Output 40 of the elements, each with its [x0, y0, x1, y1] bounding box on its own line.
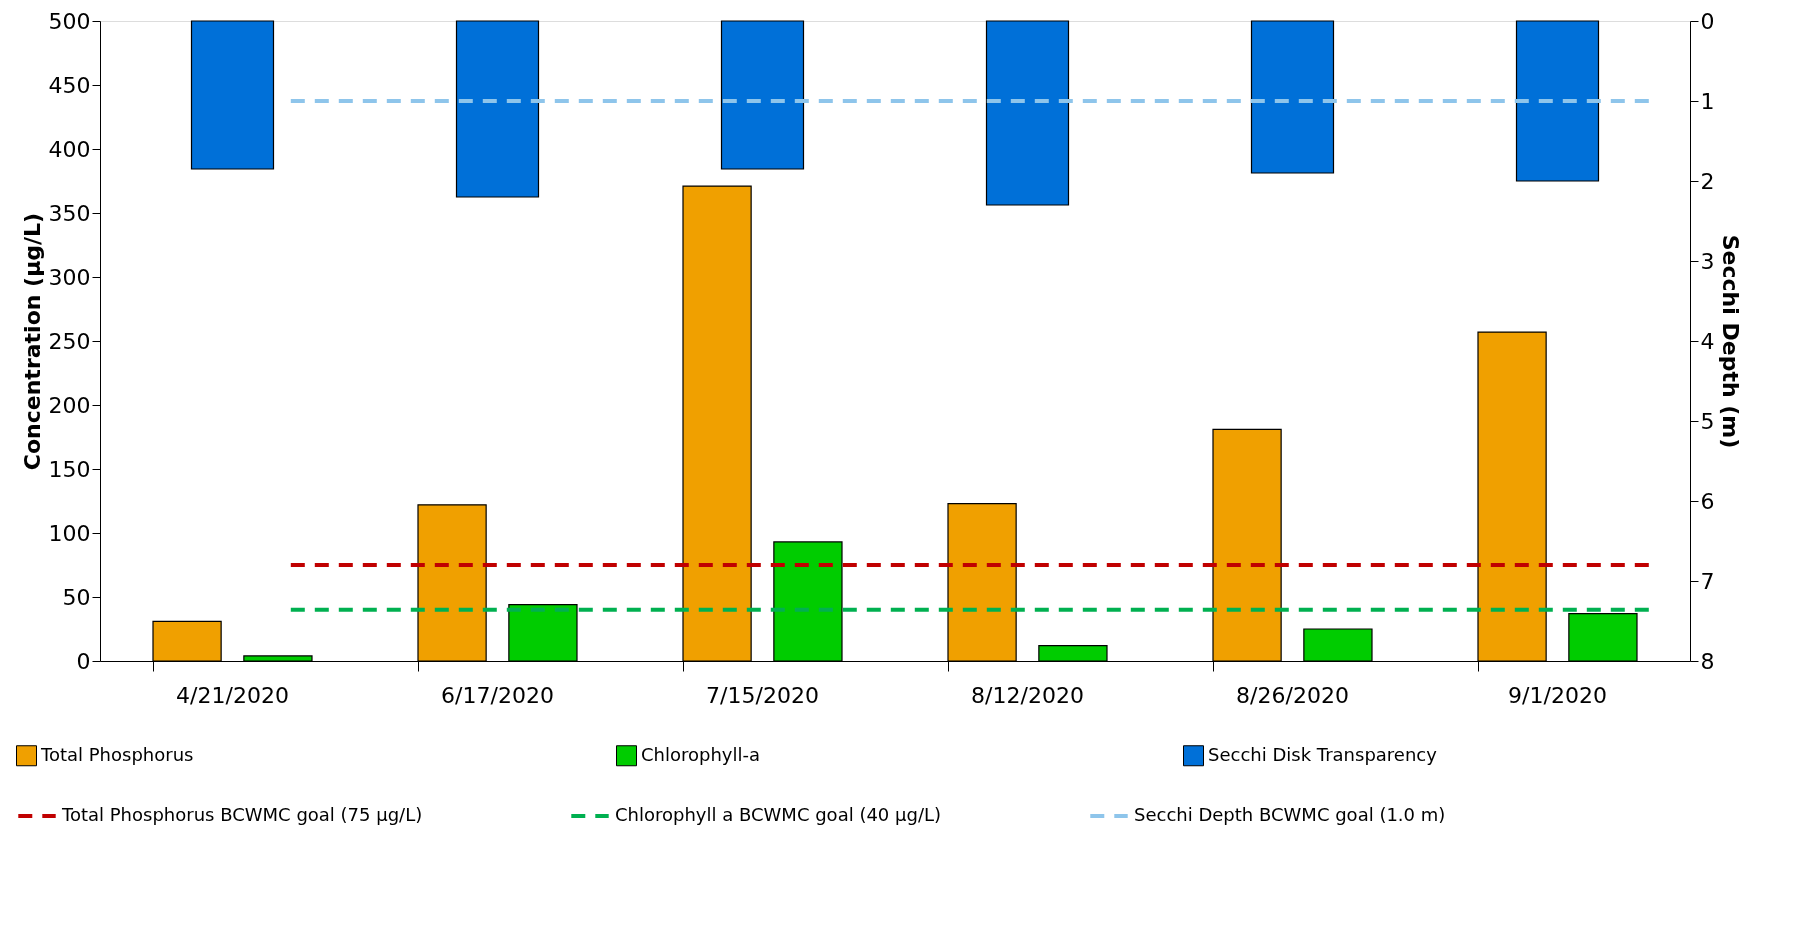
- bar: [1250, 20, 1335, 174]
- y-axis-title: Concentration (µg/L): [19, 212, 45, 471]
- bar: [1515, 20, 1600, 182]
- y-tick-label: 300: [48, 264, 91, 290]
- x-tick-label: 4/21/2020: [176, 682, 289, 708]
- y2-axis-title: Secchi Depth (m): [1718, 234, 1744, 449]
- y-tick-label: 400: [48, 136, 91, 162]
- y2-tick-label: 0: [1700, 8, 1715, 34]
- x-tick-label: 8/12/2020: [971, 682, 1084, 708]
- y2-tick-label: 7: [1700, 568, 1715, 594]
- bar: [720, 20, 805, 170]
- y-tick-label: 150: [48, 456, 91, 482]
- x-tick-label: 6/17/2020: [441, 682, 554, 708]
- y2-tick-label: 1: [1700, 88, 1715, 114]
- bar: [985, 20, 1070, 206]
- x-tick-label: 9/1/2020: [1508, 682, 1607, 708]
- bar: [190, 20, 275, 170]
- legend-label: Total Phosphorus: [40, 743, 194, 765]
- y-tick-label: 500: [48, 8, 91, 34]
- y-tick-label: 50: [62, 584, 91, 610]
- y-tick-label: 200: [48, 392, 91, 418]
- y-tick-label: 0: [76, 648, 91, 674]
- y-tick-label: 350: [48, 200, 91, 226]
- bar: [455, 20, 540, 198]
- legend-label: Secchi Depth BCWMC goal (1.0 m): [1134, 804, 1446, 825]
- y-tick-label: 100: [48, 520, 91, 546]
- legend-label: Total Phosphorus BCWMC goal (75 µg/L): [61, 804, 423, 825]
- y-tick-label: 450: [48, 72, 91, 98]
- legend-label: Secchi Disk Transparency: [1208, 743, 1438, 765]
- y2-tick-label: 5: [1700, 408, 1715, 434]
- x-tick-label: 8/26/2020: [1236, 682, 1349, 708]
- y2-tick-label: 2: [1700, 168, 1715, 194]
- y2-tick-label: 3: [1700, 248, 1715, 274]
- y-tick-label: 250: [48, 328, 91, 354]
- x-tick-label: 7/15/2020: [706, 682, 819, 708]
- y2-tick-label: 4: [1700, 328, 1715, 354]
- y2-tick-label: 8: [1700, 648, 1715, 674]
- legend-label: Chlorophyll-a: [641, 743, 761, 765]
- y2-tick-label: 6: [1700, 488, 1715, 514]
- legend-label: Chlorophyll a BCWMC goal (40 µg/L): [615, 804, 942, 825]
